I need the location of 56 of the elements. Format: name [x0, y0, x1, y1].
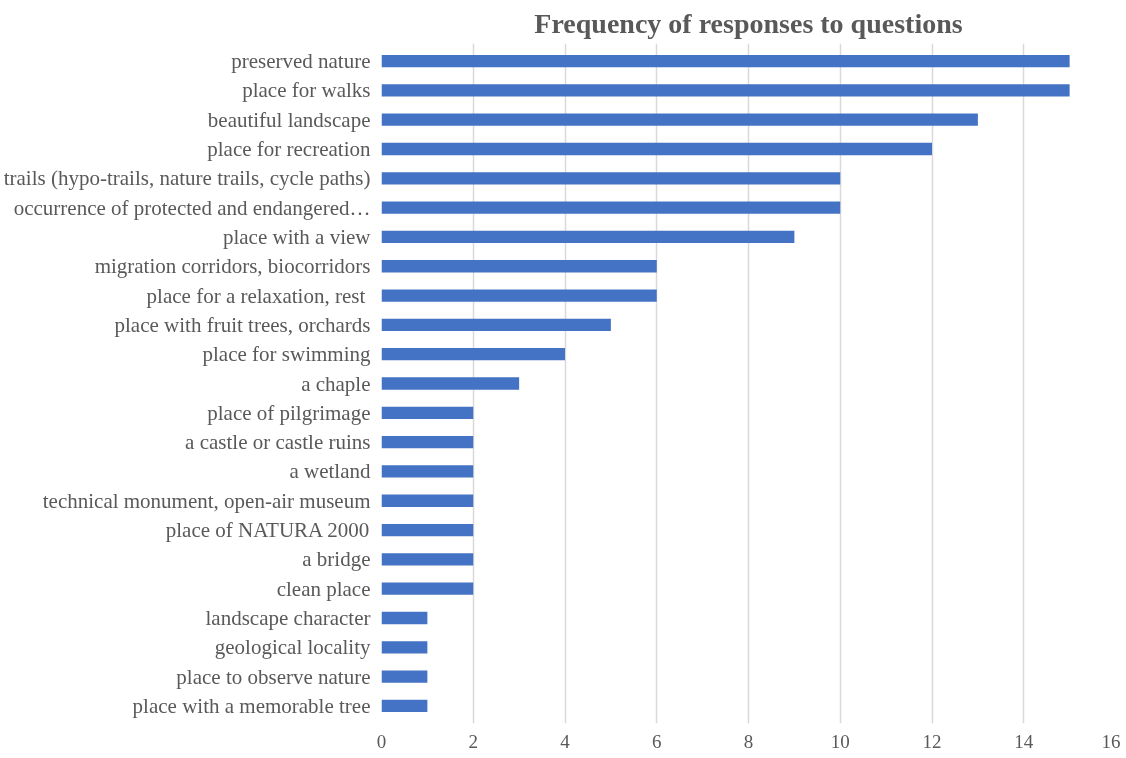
bar — [381, 172, 841, 185]
y-tick-label: a castle or castle ruins — [185, 430, 371, 455]
y-tick-label: place with fruit trees, orchards — [114, 312, 371, 337]
y-tick-label: migration corridors, biocorridors — [94, 254, 371, 279]
bar — [381, 260, 657, 273]
bar — [381, 641, 428, 654]
y-tick-label: place with a view — [222, 224, 372, 249]
y-tick-label: place for swimming — [202, 342, 371, 367]
bar — [381, 201, 841, 214]
y-tick-label: a wetland — [289, 459, 371, 484]
x-tick-label: 10 — [830, 730, 850, 752]
y-tick-label: beautiful landscape — [207, 107, 371, 132]
bar — [381, 377, 520, 390]
y-tick-label: place with a memorable tree — [132, 693, 371, 718]
y-tick-label: place for recreation — [207, 137, 371, 162]
bar — [381, 435, 474, 449]
bar — [381, 494, 474, 507]
bar — [381, 84, 1070, 97]
bar — [381, 553, 474, 566]
y-tick-label: place to observe nature — [176, 664, 371, 689]
bar — [381, 611, 428, 625]
x-tick-label: 14 — [1014, 730, 1034, 752]
bar — [381, 113, 978, 126]
x-tick-label: 16 — [1101, 730, 1121, 752]
x-tick-label: 8 — [743, 730, 754, 752]
x-tick-label: 12 — [922, 730, 942, 752]
bar — [381, 523, 474, 537]
bar — [381, 54, 1070, 68]
y-tick-label: a bridge — [302, 547, 371, 572]
y-tick-label: geological locality — [214, 635, 371, 660]
x-tick-label: 6 — [652, 730, 662, 752]
bar — [381, 230, 795, 244]
bar — [381, 582, 474, 595]
bar — [381, 465, 474, 478]
x-tick-label: 0 — [376, 730, 387, 752]
y-tick-label: place for a relaxation, rest — [146, 283, 366, 308]
y-tick-label: landscape character — [205, 605, 371, 630]
bar — [381, 289, 657, 302]
y-tick-label: place of NATURA 2000 — [165, 518, 370, 543]
chart-title: Frequency of responses to questions — [534, 7, 963, 39]
y-tick-label: preserved nature — [231, 49, 371, 74]
y-tick-label: place for walks — [242, 78, 371, 103]
bar — [381, 318, 611, 332]
x-tick-label: 4 — [560, 730, 571, 752]
bar — [381, 142, 932, 156]
bar — [381, 348, 565, 361]
y-tick-label: place of pilgrimage — [207, 400, 371, 425]
y-tick-label: clean place — [276, 576, 371, 601]
y-tick-label: occurrence of protected and endangered… — [13, 195, 371, 220]
bar — [381, 699, 428, 713]
x-tick-label: 2 — [468, 730, 478, 752]
y-tick-label: a chaple — [301, 371, 371, 396]
bar — [381, 406, 474, 419]
bar — [381, 670, 428, 683]
y-tick-label: technical monument, open-air museum — [42, 488, 371, 513]
y-tick-label: trails (hypo-trails, nature trails, cycle paths) — [3, 166, 371, 191]
